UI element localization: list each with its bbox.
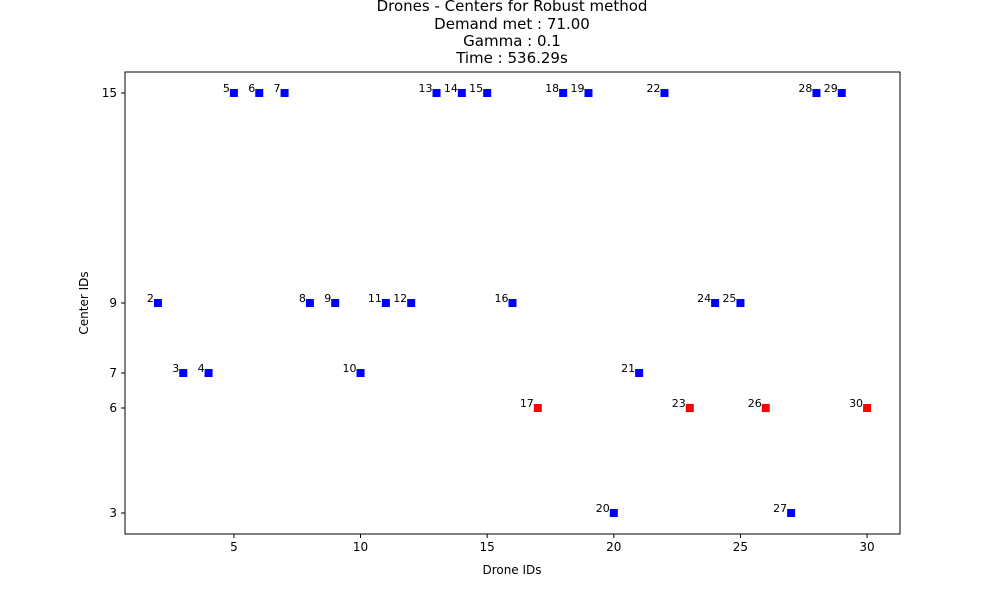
data-point-label: 14 [444, 82, 458, 95]
title-line-1: Drones - Centers for Robust method [377, 0, 648, 15]
data-point-label: 6 [248, 82, 255, 95]
title-line-2: Demand met : 71.00 [434, 15, 590, 33]
data-point-label: 5 [223, 82, 230, 95]
title-line-3: Gamma : 0.1 [463, 32, 561, 50]
data-point-marker [508, 299, 517, 307]
data-point-label: 23 [672, 397, 686, 410]
data-point-marker [635, 369, 644, 377]
data-point-label: 24 [697, 292, 711, 305]
data-point-marker [711, 299, 720, 307]
data-point-marker [584, 89, 593, 97]
data-point-label: 20 [596, 502, 610, 515]
data-point-marker [432, 89, 441, 97]
data-point-label: 28 [798, 82, 812, 95]
data-point-label: 10 [343, 362, 357, 375]
data-point-marker [204, 369, 213, 377]
data-point-marker [381, 299, 390, 307]
data-point-label: 25 [722, 292, 736, 305]
y-tick-label: 7 [109, 366, 117, 380]
x-tick-label: 10 [353, 540, 368, 554]
x-axis-ticks: 5 10 15 20 25 30 [230, 534, 875, 554]
data-point-label: 7 [274, 82, 281, 95]
data-point-marker [609, 509, 618, 517]
data-point-marker [229, 89, 238, 97]
data-point-marker [685, 404, 694, 412]
data-point-marker [356, 369, 365, 377]
data-point-marker [837, 89, 846, 97]
data-point-label: 11 [368, 292, 382, 305]
data-point-label: 16 [495, 292, 509, 305]
y-tick-label: 3 [109, 506, 117, 520]
y-tick-label: 9 [109, 296, 117, 310]
data-point-marker [787, 509, 796, 517]
x-tick-label: 5 [230, 540, 238, 554]
data-point-label: 21 [621, 362, 635, 375]
y-tick-label: 15 [102, 86, 117, 100]
data-point-marker [457, 89, 466, 97]
data-markers [153, 89, 872, 517]
data-point-marker [863, 404, 872, 412]
x-tick-label: 25 [733, 540, 748, 554]
data-point-label: 12 [393, 292, 407, 305]
data-point-label: 26 [748, 397, 762, 410]
data-point-marker [153, 299, 162, 307]
x-axis-label: Drone IDs [482, 563, 541, 577]
x-tick-label: 15 [480, 540, 495, 554]
data-point-marker [483, 89, 492, 97]
data-point-label: 30 [849, 397, 863, 410]
data-point-marker [533, 404, 542, 412]
data-point-label: 18 [545, 82, 559, 95]
chart-title: Drones - Centers for Robust method Deman… [377, 0, 648, 67]
data-point-label: 8 [299, 292, 306, 305]
data-point-label: 4 [198, 362, 205, 375]
x-tick-label: 30 [859, 540, 874, 554]
data-point-marker [736, 299, 745, 307]
data-point-marker [305, 299, 314, 307]
data-point-marker [407, 299, 416, 307]
data-point-marker [255, 89, 264, 97]
data-point-label: 15 [469, 82, 483, 95]
data-point-marker [812, 89, 821, 97]
data-point-marker [660, 89, 669, 97]
y-axis-label: Center IDs [77, 271, 91, 334]
y-tick-label: 6 [109, 401, 117, 415]
y-axis-ticks: 3 6 7 9 15 [102, 86, 125, 520]
data-point-marker [331, 299, 340, 307]
x-tick-label: 20 [606, 540, 621, 554]
data-point-label: 27 [773, 502, 787, 515]
data-point-marker [280, 89, 289, 97]
data-point-label: 3 [172, 362, 179, 375]
data-point-label: 22 [646, 82, 660, 95]
data-point-marker [179, 369, 188, 377]
title-line-4: Time : 536.29s [455, 49, 568, 67]
data-point-label: 2 [147, 292, 154, 305]
data-point-label: 19 [570, 82, 584, 95]
data-point-marker [559, 89, 568, 97]
data-point-label: 9 [324, 292, 331, 305]
data-point-label: 29 [824, 82, 838, 95]
data-point-label: 17 [520, 397, 534, 410]
data-point-label: 13 [419, 82, 433, 95]
data-point-marker [761, 404, 770, 412]
